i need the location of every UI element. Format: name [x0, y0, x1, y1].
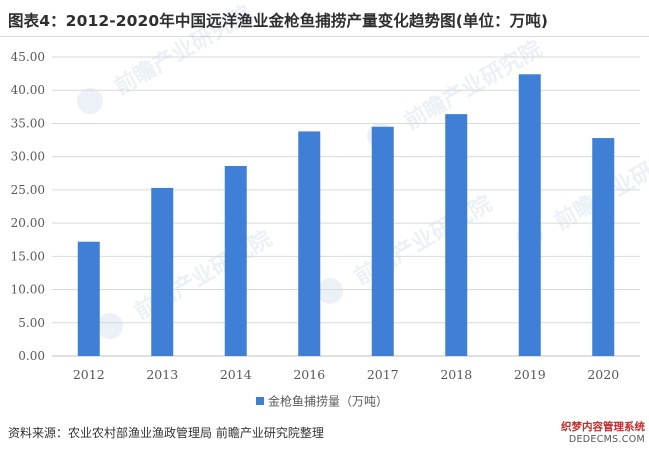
x-axis-tick-labels: 2012 2013 2014 2016 2017 2018 2019 2020	[73, 367, 619, 382]
bar-2014	[224, 165, 247, 356]
y-tick-label: 40.00	[11, 83, 45, 97]
bar-2012	[77, 241, 100, 356]
y-tick-label: 0.00	[18, 349, 45, 363]
y-tick-label: 15.00	[11, 249, 45, 263]
watermark-text: 前瞻产业研究院	[110, 1, 256, 101]
y-axis-tick-labels: 0.00 5.00 10.00 15.00 20.00 25.00 30.00 35.00 40…	[11, 50, 45, 363]
x-tick-label: 2014	[220, 367, 252, 382]
y-tick-label: 30.00	[11, 150, 45, 164]
y-tick-label: 5.00	[18, 316, 45, 330]
watermark-logo-icon	[77, 88, 103, 114]
x-tick-label: 2017	[367, 367, 399, 382]
x-tick-label: 2016	[293, 367, 325, 382]
chart-title: 图表4：2012-2020年中国远洋渔业金枪鱼捕捞产量变化趋势图(单位：万吨)	[8, 12, 549, 30]
bar-2013	[151, 187, 174, 356]
bar-2019	[518, 74, 541, 356]
x-tick-label: 2018	[440, 367, 472, 382]
watermark-badge-line2: DEDECMS.COM	[568, 434, 645, 445]
x-tick-label: 2012	[73, 367, 105, 382]
title-divider	[0, 36, 649, 37]
bar-2016	[298, 131, 321, 356]
y-tick-label: 35.00	[11, 116, 45, 130]
watermark-badge: 织梦内容管理系统 DEDECMS.COM	[525, 421, 645, 447]
legend: 金枪鱼捕捞量（万吨）	[256, 394, 388, 409]
watermark-badge-line1: 织梦内容管理系统	[561, 421, 645, 433]
x-tick-label: 2013	[146, 367, 178, 382]
legend-label: 金枪鱼捕捞量（万吨）	[268, 394, 388, 409]
x-tick-label: 2019	[514, 367, 546, 382]
y-tick-label: 25.00	[11, 183, 45, 197]
bars	[77, 74, 615, 357]
legend-swatch	[256, 397, 264, 405]
grid-lines	[52, 56, 640, 357]
watermark-logo-icon	[317, 278, 343, 304]
bar-2017	[371, 126, 394, 357]
bar-2018	[445, 114, 468, 357]
watermark-logo-icon	[97, 313, 123, 339]
y-tick-label: 45.00	[11, 50, 45, 64]
bar-2020	[592, 138, 615, 356]
y-tick-label: 10.00	[11, 283, 45, 297]
x-tick-label: 2020	[587, 367, 619, 382]
y-tick-label: 20.00	[11, 216, 45, 230]
source-note: 资料来源：农业农村部渔业渔政管理局 前瞻产业研究院整理	[8, 426, 324, 440]
